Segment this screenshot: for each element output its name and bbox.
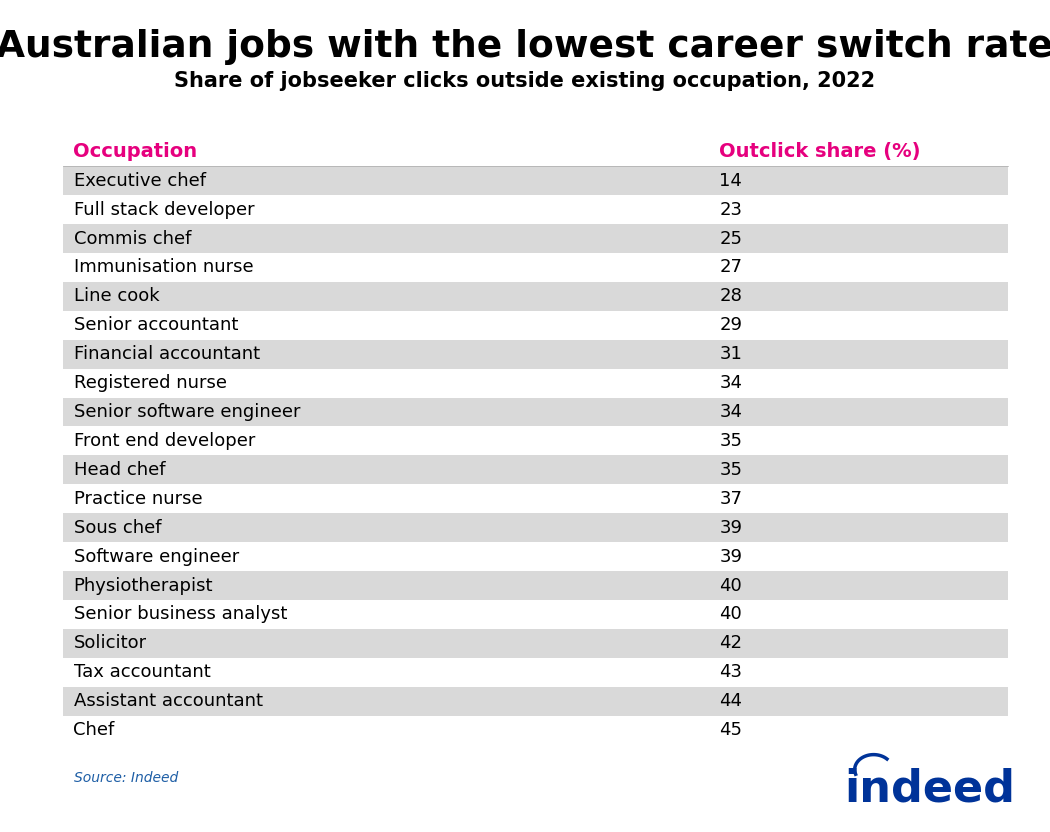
- Text: Chef: Chef: [74, 721, 114, 739]
- Text: Senior software engineer: Senior software engineer: [74, 403, 300, 421]
- Text: Software engineer: Software engineer: [74, 547, 238, 566]
- Text: Senior business analyst: Senior business analyst: [74, 606, 287, 623]
- Text: 34: 34: [719, 374, 742, 392]
- Text: Sous chef: Sous chef: [74, 518, 161, 537]
- Text: Immunisation nurse: Immunisation nurse: [74, 259, 253, 276]
- Text: Full stack developer: Full stack developer: [74, 201, 254, 219]
- Text: 39: 39: [719, 547, 742, 566]
- Text: Commis chef: Commis chef: [74, 230, 191, 247]
- Text: 27: 27: [719, 259, 742, 276]
- Text: 35: 35: [719, 461, 742, 479]
- Text: 14: 14: [719, 171, 742, 190]
- Text: Solicitor: Solicitor: [74, 635, 147, 652]
- Text: 44: 44: [719, 692, 742, 711]
- Text: 42: 42: [719, 635, 742, 652]
- Text: Head chef: Head chef: [74, 461, 165, 479]
- Text: 34: 34: [719, 403, 742, 421]
- Text: Tax accountant: Tax accountant: [74, 663, 210, 681]
- Text: Front end developer: Front end developer: [74, 432, 255, 450]
- Text: Australian jobs with the lowest career switch rate: Australian jobs with the lowest career s…: [0, 29, 1050, 65]
- Text: Senior accountant: Senior accountant: [74, 316, 238, 334]
- Text: 45: 45: [719, 721, 742, 739]
- Text: Financial accountant: Financial accountant: [74, 345, 259, 364]
- Text: Line cook: Line cook: [74, 287, 160, 305]
- Text: Occupation: Occupation: [74, 142, 197, 161]
- Text: 40: 40: [719, 577, 742, 595]
- Text: 28: 28: [719, 287, 742, 305]
- Text: 35: 35: [719, 432, 742, 450]
- Text: 40: 40: [719, 606, 742, 623]
- Text: Source: Indeed: Source: Indeed: [74, 771, 177, 785]
- Text: 29: 29: [719, 316, 742, 334]
- Text: Outclick share (%): Outclick share (%): [719, 142, 921, 161]
- Text: Registered nurse: Registered nurse: [74, 374, 227, 392]
- Text: 37: 37: [719, 490, 742, 508]
- Text: Practice nurse: Practice nurse: [74, 490, 202, 508]
- Text: indeed: indeed: [844, 767, 1014, 810]
- Text: Share of jobseeker clicks outside existing occupation, 2022: Share of jobseeker clicks outside existi…: [174, 71, 876, 91]
- Text: Assistant accountant: Assistant accountant: [74, 692, 262, 711]
- Text: 31: 31: [719, 345, 742, 364]
- Text: 39: 39: [719, 518, 742, 537]
- Text: 43: 43: [719, 663, 742, 681]
- Text: 23: 23: [719, 201, 742, 219]
- Text: 25: 25: [719, 230, 742, 247]
- Text: Executive chef: Executive chef: [74, 171, 206, 190]
- Text: Physiotherapist: Physiotherapist: [74, 577, 213, 595]
